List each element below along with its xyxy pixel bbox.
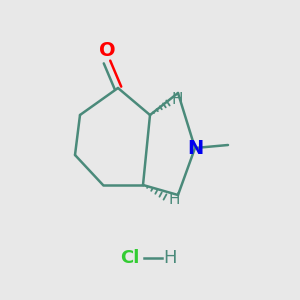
Text: H: H [171, 92, 183, 107]
Text: Cl: Cl [120, 249, 140, 267]
Text: H: H [163, 249, 177, 267]
Text: H: H [168, 193, 180, 208]
Text: N: N [187, 139, 203, 158]
Text: O: O [99, 41, 115, 60]
